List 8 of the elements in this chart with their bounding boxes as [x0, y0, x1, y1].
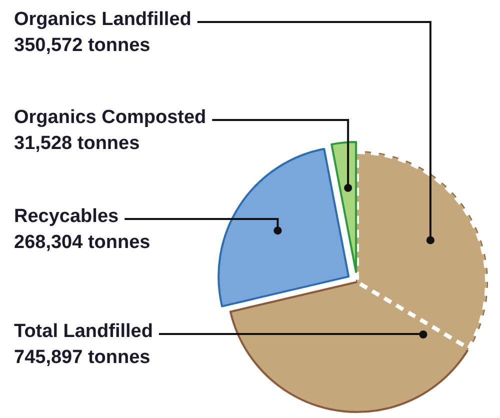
data-label: 350,572 tonnes — [14, 35, 150, 56]
slice-label: Recycables — [14, 206, 119, 227]
slice-label: Total Landfilled — [14, 321, 153, 342]
data-label: 268,304 tonnes — [14, 232, 150, 253]
slice-label: Organics Landfilled — [14, 9, 192, 30]
data-label: 31,528 tonnes — [14, 133, 140, 154]
data-label: 745,897 tonnes — [14, 347, 150, 368]
slice-label: Organics Composted — [14, 107, 206, 128]
